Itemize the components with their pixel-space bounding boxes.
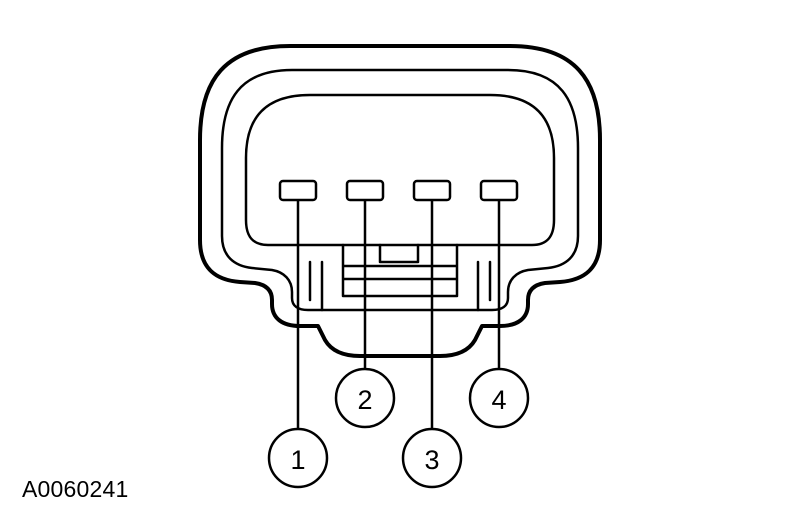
callout-circle-3: [401, 427, 463, 489]
callout-circle-1: [267, 427, 329, 489]
connector-housing-outline: [220, 68, 580, 312]
figure-id: A0060241: [22, 476, 129, 502]
locking-latch: [308, 243, 492, 312]
callout-label-1: 1: [290, 445, 305, 475]
pin-terminal-2: [345, 179, 385, 202]
connector-outer-housing: [198, 44, 602, 358]
pin-terminal-1: [278, 179, 318, 202]
callout-circle-4: [468, 367, 530, 429]
callout-label-2: 2: [357, 385, 372, 415]
callout-circle-2: [334, 367, 396, 429]
callout-label-3: 3: [424, 445, 439, 475]
pin-terminal-4: [479, 179, 519, 202]
terminal-cavity: [244, 93, 556, 247]
pin-terminal-3: [412, 179, 452, 202]
callout-label-4: 4: [491, 385, 506, 415]
